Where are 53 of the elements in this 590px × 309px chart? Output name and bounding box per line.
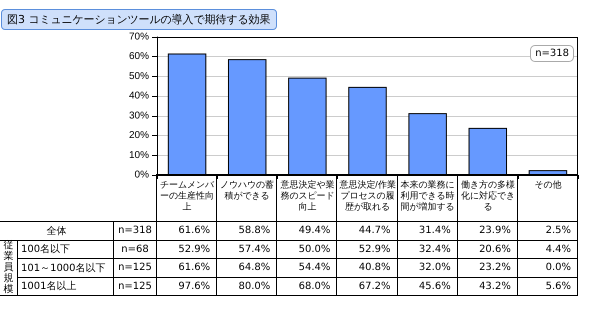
text: 0.0%	[516, 258, 578, 278]
x-tick-label: ノウハウの蓄積ができる	[220, 180, 274, 200]
text: 67.2%	[336, 276, 398, 296]
text: n=68	[113, 240, 157, 259]
data-label: 61.6%	[156, 221, 218, 240]
x-tick-label: チームメンバーの生産性向上	[160, 180, 216, 212]
y-tick-label: 50%	[128, 70, 150, 82]
x-tick-label: 意思決定や業務のスピード向上	[279, 180, 334, 212]
text: n=318	[113, 221, 157, 240]
text: 64.8%	[216, 258, 278, 278]
text: 32.0%	[396, 258, 458, 278]
x-tick-label: その他	[534, 180, 562, 190]
text: 61.6%	[156, 258, 218, 278]
y-tick-label: 10%	[128, 150, 150, 161]
text: 全体	[0, 221, 114, 240]
x-tick-label: 働き方の多様化に対応できる	[460, 180, 515, 212]
text: 1001名以上	[17, 276, 114, 296]
y-tick-label: 60%	[128, 51, 150, 62]
data-label: 31.4%	[396, 221, 458, 240]
annotation: n=318	[530, 45, 574, 62]
text: 54.4%	[276, 258, 338, 278]
text: 97.6%	[156, 276, 218, 296]
y-tick-label: 30%	[128, 110, 150, 122]
text: 32.4%	[396, 240, 458, 259]
text: 4.4%	[516, 240, 578, 259]
data-label: 23.9%	[456, 221, 518, 240]
text: 43.2%	[456, 276, 518, 296]
text: n=125	[113, 258, 157, 278]
text: 50.0%	[276, 240, 338, 259]
text: 100名以下	[17, 240, 114, 259]
text: 20.6%	[456, 240, 518, 259]
text: 23.2%	[456, 258, 518, 278]
text: 80.0%	[216, 276, 278, 296]
text: 101～1000名以下	[17, 258, 114, 278]
data-label: 2.5%	[516, 221, 578, 240]
y-tick-label: 0%	[134, 170, 150, 180]
text: n=125	[113, 276, 157, 296]
x-tick-label: 本来の業務に利用できる時間が増加する	[400, 180, 455, 212]
y-tick-label: 40%	[128, 90, 150, 102]
data-label: 49.4%	[276, 221, 338, 240]
text: 52.9%	[156, 240, 218, 259]
text: 57.4%	[216, 240, 278, 259]
x-tick-label: 意思決定/作業プロセスの履歴が取れる	[338, 180, 396, 212]
text: 5.6%	[516, 276, 578, 296]
text: 40.8%	[336, 258, 398, 278]
text: 52.9%	[336, 240, 398, 259]
y-tick-label: 20%	[128, 130, 150, 142]
y-tick-label: 70%	[128, 32, 150, 42]
chart-title: 図3 コミュニケーションツールの導入で期待する効果	[1, 9, 276, 30]
data-label: 58.8%	[216, 221, 278, 240]
data-label: 44.7%	[336, 221, 398, 240]
text: 45.6%	[396, 276, 458, 296]
text: 68.0%	[276, 276, 338, 296]
